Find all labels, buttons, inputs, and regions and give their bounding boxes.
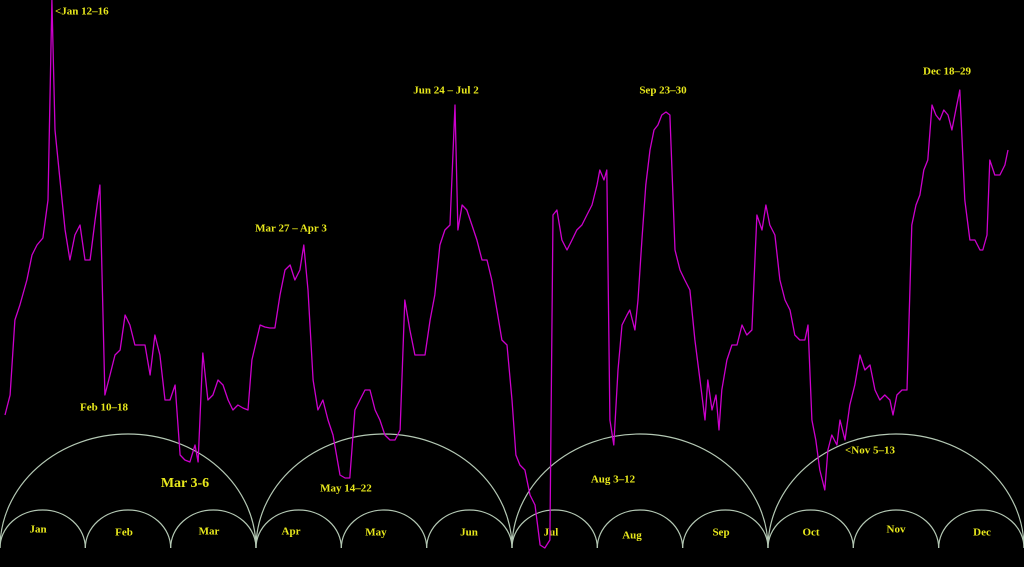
month-label: Sep	[712, 527, 729, 539]
month-label: Apr	[282, 526, 301, 538]
month-arc	[426, 509, 513, 549]
month-label: Jun	[460, 527, 478, 539]
month-arc	[170, 509, 257, 549]
quarter-arcs	[0, 433, 1024, 549]
month-label: Aug	[622, 530, 642, 542]
month-arc	[0, 509, 86, 549]
month-arc	[938, 509, 1024, 549]
quarter-arc	[767, 433, 1024, 549]
month-label: Nov	[887, 524, 906, 536]
month-label: Jan	[29, 524, 46, 536]
data-line	[4, 0, 1009, 549]
annotation: Aug 3–12	[591, 474, 636, 486]
annotation: Jun 24 – Jul 2	[413, 85, 479, 97]
month-arc	[511, 509, 598, 549]
month-arc	[767, 509, 854, 549]
month-label: Dec	[973, 527, 991, 539]
month-label: Feb	[115, 527, 133, 539]
month-arcs	[0, 509, 1024, 549]
month-arc	[682, 509, 769, 549]
quarter-arc	[511, 433, 769, 549]
annotation: Mar 27 – Apr 3	[255, 223, 327, 235]
month-label: Mar	[199, 526, 220, 538]
annotation: Sep 23–30	[639, 85, 687, 97]
month-arc	[596, 509, 684, 549]
month-arc	[852, 509, 940, 549]
quarter-arc	[0, 433, 257, 549]
annotation: <Nov 5–13	[845, 445, 895, 457]
annotation: May 14–22	[320, 483, 372, 495]
month-arc	[84, 509, 172, 549]
annotation: Dec 18–29	[923, 66, 971, 78]
annotation: Mar 3-6	[161, 476, 209, 491]
annotation: Feb 10–18	[80, 402, 128, 414]
annotation: <Jan 12–16	[55, 6, 109, 18]
month-label: Oct	[802, 527, 819, 539]
month-label: May	[365, 527, 387, 539]
month-arc	[340, 509, 428, 549]
month-arc	[255, 509, 342, 549]
month-label: Jul	[544, 527, 559, 539]
